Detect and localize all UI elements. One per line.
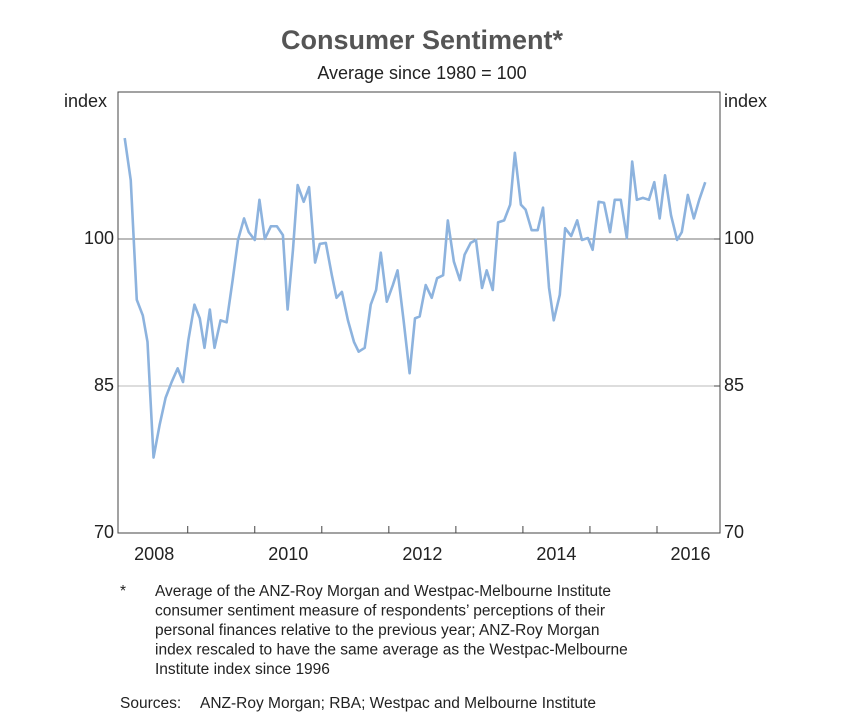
y-tick-label: 85 <box>94 375 114 395</box>
y2-tick-label: 85 <box>724 375 744 395</box>
series-line <box>123 137 707 459</box>
footnote-line: Institute index since 1996 <box>155 661 330 678</box>
y2-tick-label: 70 <box>724 522 744 542</box>
y2-tick-label: 100 <box>724 228 754 248</box>
x-tick-label: 2014 <box>536 544 576 564</box>
x-tick-label: 2010 <box>268 544 308 564</box>
footnote-line: personal finances relative to the previo… <box>155 622 600 639</box>
y-axis-label: index <box>64 91 107 111</box>
plot-frame <box>117 91 721 534</box>
x-tick-label: 2012 <box>402 544 442 564</box>
footnote-line: Average of the ANZ-Roy Morgan and Westpa… <box>155 583 611 600</box>
y2-axis-label: index <box>724 91 767 111</box>
chart-subtitle: Average since 1980 = 100 <box>317 63 526 83</box>
footnote-marker: * <box>120 583 126 600</box>
y-tick-label: 70 <box>94 522 114 542</box>
footnote-line: consumer sentiment measure of respondent… <box>155 603 605 620</box>
footnote-line: index rescaled to have the same average … <box>155 642 628 659</box>
y-tick-label: 100 <box>84 228 114 248</box>
sources-label: Sources: <box>120 695 181 712</box>
x-tick-label: 2016 <box>670 544 710 564</box>
chart-title: Consumer Sentiment* <box>281 25 564 55</box>
x-tick-label: 2008 <box>134 544 174 564</box>
sources: ANZ-Roy Morgan; RBA; Westpac and Melbour… <box>200 695 596 712</box>
